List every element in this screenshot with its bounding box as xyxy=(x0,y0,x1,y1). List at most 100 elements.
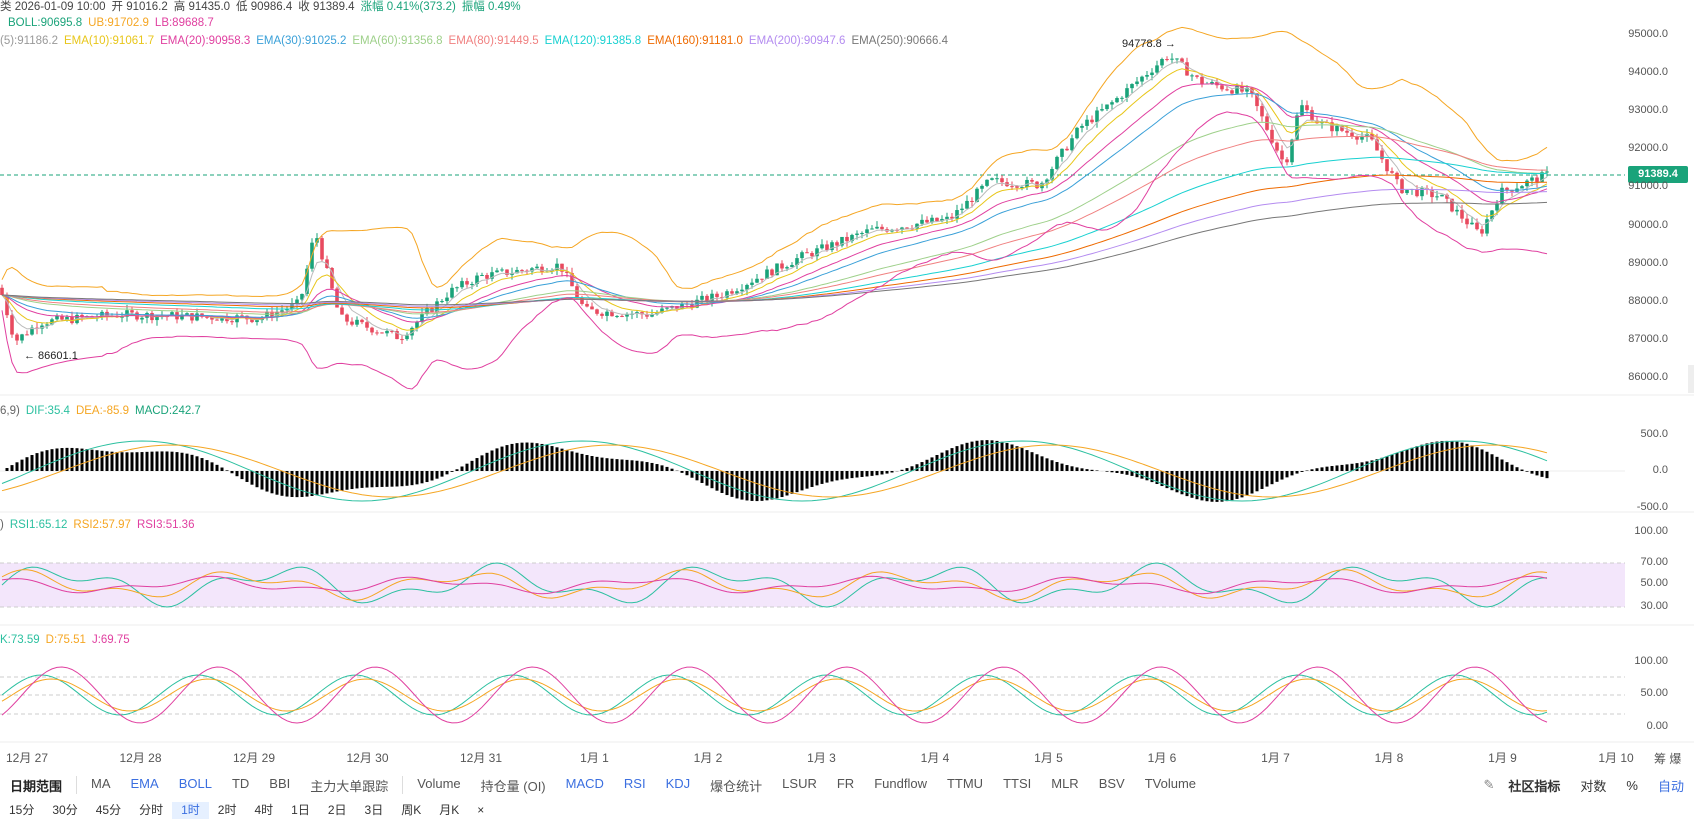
x-axis-extra[interactable]: 筹 爆 xyxy=(1654,752,1682,766)
indicator-tab--oi-[interactable]: 持仓量 (OI) xyxy=(480,778,546,794)
edit-icon[interactable]: ✎ xyxy=(1483,777,1495,792)
timeframe-option[interactable]: 2时 xyxy=(217,803,237,817)
toolbar-right: ✎ 社区指标 对数 % 自动 xyxy=(1473,770,1694,800)
timeframe-option[interactable]: 2日 xyxy=(327,803,347,817)
candle xyxy=(1355,136,1359,140)
indicator-tab--[interactable]: 爆仓统计 xyxy=(710,778,763,794)
macd-bar xyxy=(135,452,139,471)
macd-bar xyxy=(755,471,759,502)
candle xyxy=(1510,190,1514,192)
candle xyxy=(1505,187,1509,191)
community-indicator-button[interactable]: 社区指标 xyxy=(1508,778,1561,794)
macd-bar xyxy=(955,446,959,471)
indicator-tab-fr[interactable]: FR xyxy=(836,775,855,791)
timeframe-option[interactable]: 1日 xyxy=(291,803,310,817)
macd-bar xyxy=(150,451,154,471)
macd-bar xyxy=(1510,464,1514,471)
percent-scale-button[interactable]: % xyxy=(1626,777,1638,793)
candle xyxy=(1520,186,1524,189)
candle xyxy=(410,327,414,336)
macd-bar xyxy=(520,442,524,471)
indicator-tab-boll[interactable]: BOLL xyxy=(178,775,212,791)
timeframe-option[interactable]: 45分 xyxy=(95,803,122,817)
indicator-tab-bbi[interactable]: BBI xyxy=(269,775,291,791)
indicator-tab-volume[interactable]: Volume xyxy=(417,775,461,791)
timeframe-option[interactable]: 15分 xyxy=(9,803,35,817)
indicator-tab-tvolume[interactable]: TVolume xyxy=(1144,775,1197,791)
indicator-tab-bsv[interactable]: BSV xyxy=(1098,775,1125,791)
candle xyxy=(1380,150,1384,160)
divider xyxy=(402,776,404,794)
indicator-tab-kdj[interactable]: KDJ xyxy=(665,775,691,791)
indicator-tab-lsur[interactable]: LSUR xyxy=(782,775,817,791)
macd-bar xyxy=(725,471,729,496)
timeframe-option[interactable]: 周K xyxy=(401,803,422,817)
chart-canvas[interactable] xyxy=(0,0,1694,770)
timeframe-option[interactable]: 分时 xyxy=(139,803,164,817)
candle xyxy=(965,200,969,209)
indicator-tab--[interactable]: 主力大单跟踪 xyxy=(310,778,389,794)
candle xyxy=(1485,219,1489,234)
axis-label: 50.00 xyxy=(1640,577,1668,589)
macd-bar xyxy=(880,471,884,475)
macd-bar xyxy=(1205,471,1209,502)
axis-label: 100.00 xyxy=(1634,525,1668,537)
candle xyxy=(1300,105,1304,116)
candle xyxy=(805,252,809,254)
side-scroll-handle[interactable] xyxy=(1688,365,1694,393)
indicator-tab-td[interactable]: TD xyxy=(231,775,250,791)
macd-bar xyxy=(940,452,944,471)
timeframe-option[interactable]: 1时 xyxy=(172,802,209,819)
indicator-tab-ttsi[interactable]: TTSI xyxy=(1003,775,1032,791)
macd-bar xyxy=(830,471,834,482)
boll-item: UB:91702.9 xyxy=(88,17,149,29)
timeframe-option[interactable]: 4时 xyxy=(254,803,274,817)
log-scale-button[interactable]: 对数 xyxy=(1580,778,1607,794)
macd-bar xyxy=(65,447,69,471)
candle xyxy=(1145,75,1149,77)
macd-bar xyxy=(310,471,314,496)
macd-bar xyxy=(1430,442,1434,471)
close-timeframe-icon[interactable]: × xyxy=(477,803,485,817)
macd-bar xyxy=(20,459,24,471)
date-range-button[interactable]: 日期范围 xyxy=(10,778,63,794)
candle xyxy=(575,286,579,298)
ema-item: EMA(30):91025.2 xyxy=(256,35,347,47)
macd-bar xyxy=(1170,471,1174,491)
candle xyxy=(665,307,669,309)
candle xyxy=(1275,142,1279,151)
macd-bar xyxy=(430,471,434,481)
macd-bar xyxy=(1010,444,1014,471)
boll-upper-line xyxy=(1,26,1548,298)
macd-bar xyxy=(870,471,874,476)
indicator-tab-rsi[interactable]: RSI xyxy=(623,775,646,791)
time-axis-label: 1月 4 xyxy=(920,751,950,765)
candle xyxy=(740,289,744,292)
ema-line xyxy=(1,156,1547,311)
indicator-tab-fundflow[interactable]: Fundflow xyxy=(874,775,927,791)
timeframe-option[interactable]: 月K xyxy=(439,803,460,817)
ema-item: (5):91186.2 xyxy=(0,35,58,47)
macd-bar xyxy=(180,452,184,471)
macd-bar xyxy=(590,456,594,471)
indicator-tab-ema[interactable]: EMA xyxy=(130,775,159,791)
indicator-tab-ttmu[interactable]: TTMU xyxy=(946,775,984,791)
auto-scale-button[interactable]: 自动 xyxy=(1657,778,1684,794)
indicator-tab-ma[interactable]: MA xyxy=(91,775,111,791)
indicator-tab-macd[interactable]: MACD xyxy=(565,775,604,791)
candle xyxy=(400,339,404,341)
ohlc-info-line: 类 2026-01-09 10:00 开 91016.2 高 91435.0 低 90… xyxy=(0,0,527,14)
macd-bar xyxy=(375,471,379,488)
timeframe-option[interactable]: 30分 xyxy=(52,803,78,817)
macd-bar xyxy=(1055,462,1059,471)
macd-bar xyxy=(300,471,304,497)
macd-bar xyxy=(960,444,964,471)
macd-bar xyxy=(995,440,999,471)
timeframe-option[interactable]: 3日 xyxy=(364,803,384,817)
macd-bar xyxy=(1465,443,1469,471)
candle xyxy=(330,268,334,289)
time-axis-label: 12月 31 xyxy=(459,751,503,765)
candle xyxy=(1455,209,1459,212)
indicator-tab-mlr[interactable]: MLR xyxy=(1051,775,1079,791)
macd-bar xyxy=(1130,471,1134,476)
